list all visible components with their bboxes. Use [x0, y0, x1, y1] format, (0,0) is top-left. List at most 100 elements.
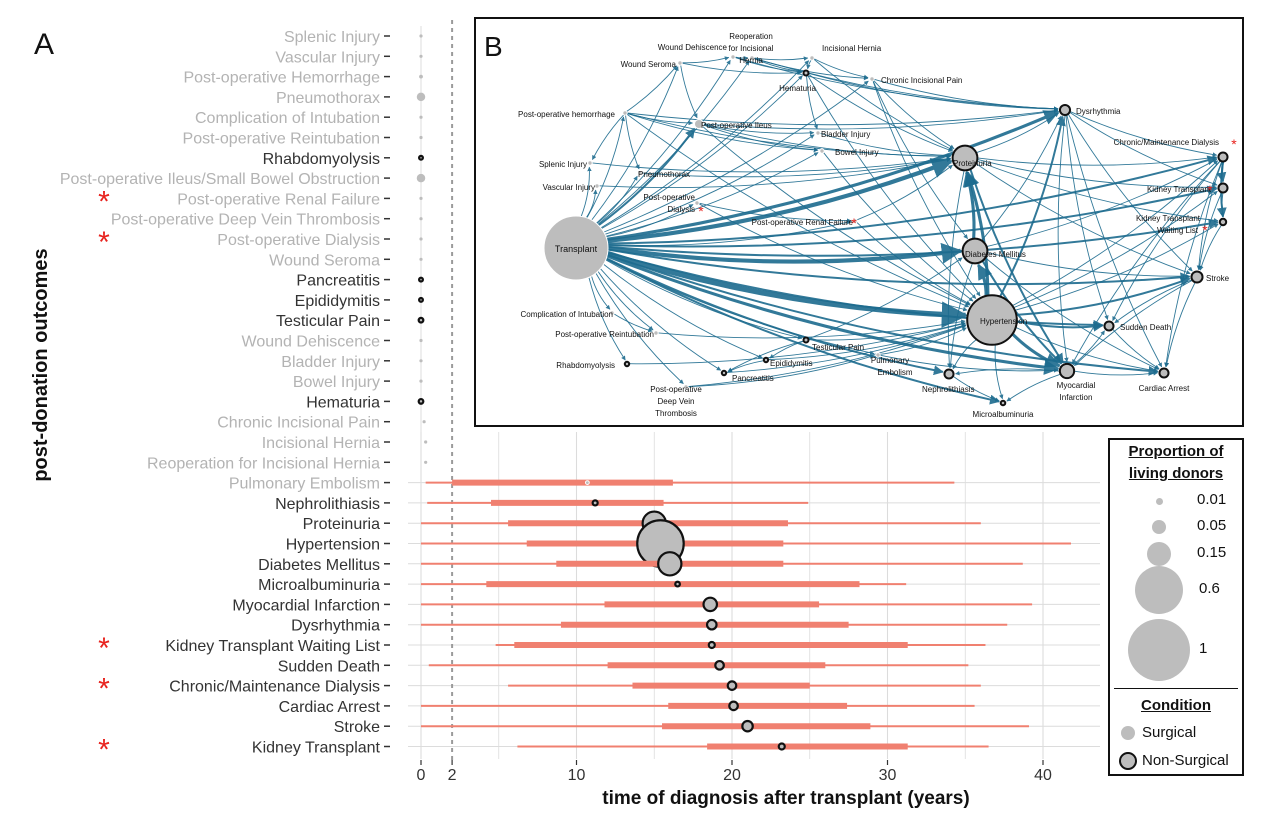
outcome-row: Post-operative Hemorrhage	[183, 70, 423, 87]
legend-size-label: 1	[1199, 640, 1208, 657]
network-node-label: Chronic Incisional Pain	[881, 76, 962, 85]
network-edge	[597, 271, 654, 331]
network-edge	[1220, 192, 1225, 218]
network-node-label: Pancreatitis	[732, 374, 774, 383]
network-node-label: Waiting List	[1157, 226, 1199, 235]
panel-a-letter: A	[34, 28, 55, 61]
network-edge	[626, 113, 970, 308]
network-edge	[806, 75, 818, 130]
asterisk-marker: *	[98, 185, 110, 218]
network-node	[749, 55, 755, 61]
network-edge	[605, 259, 803, 340]
network-edge	[769, 340, 804, 359]
network-edge	[703, 123, 815, 136]
outcome-label: Bowel Injury	[293, 374, 380, 391]
network-edge	[977, 158, 1217, 190]
outcome-row: Nephrolithiasis	[275, 496, 809, 513]
outcome-label: Incisional Hernia	[262, 435, 380, 452]
network-node-label: Rhabdomyolysis	[556, 361, 615, 370]
outcome-label: Pulmonary Embolism	[229, 476, 380, 493]
network-edge	[976, 112, 1060, 154]
network-edge	[753, 58, 803, 74]
network-edge	[604, 134, 815, 235]
network-edge	[605, 152, 819, 237]
network-edge	[1067, 113, 1193, 272]
network-edge	[688, 324, 967, 387]
network-asterisk: *	[698, 203, 704, 219]
network-edge	[947, 170, 965, 368]
network-node	[622, 110, 628, 116]
network-edge	[975, 163, 1191, 275]
network-node	[637, 170, 643, 176]
outcome-label: Sudden Death	[278, 658, 380, 675]
outcome-row: Microalbuminuria	[258, 577, 907, 594]
network-node-label: Pneumothorax	[638, 170, 690, 179]
outcome-label: Bladder Injury	[281, 354, 380, 371]
network-edge	[962, 170, 978, 239]
legend-separator	[1114, 688, 1238, 689]
network-node	[999, 399, 1007, 407]
outcome-label: Nephrolithiasis	[275, 496, 380, 513]
outcome-label: Vascular Injury	[275, 49, 380, 66]
outcome-label: Kidney Transplant Waiting List	[165, 638, 380, 655]
outcome-point	[419, 217, 423, 221]
outcome-point	[419, 257, 423, 261]
network-edge	[754, 56, 809, 61]
network-node-label: Proteinuria	[953, 159, 992, 168]
network-edge	[807, 74, 977, 299]
outcome-row: Testicular Pain	[276, 313, 425, 330]
x-tick-label: 20	[723, 767, 741, 784]
outcome-label: Wound Seroma	[269, 252, 380, 269]
network-node	[1218, 217, 1228, 227]
network-edge	[592, 156, 952, 173]
network-edge	[607, 220, 852, 247]
network-node	[1190, 270, 1204, 284]
legend-size-title-line2: living donors	[1128, 465, 1224, 482]
outcome-point	[728, 700, 739, 712]
network-edge	[1066, 114, 1163, 368]
outcome-point	[674, 580, 681, 588]
outcome-point	[418, 154, 424, 161]
network-node	[951, 144, 979, 172]
network-node	[809, 55, 815, 61]
outcome-point	[418, 296, 424, 303]
network-node-label: Post-operative Renal Failure	[752, 218, 854, 227]
network-node-label: Microalbuminuria	[973, 410, 1034, 419]
network-node	[1217, 182, 1229, 194]
network-edge	[606, 110, 1060, 241]
outcome-row: Chronic/Maintenance Dialysis *	[98, 673, 981, 706]
network-edge	[703, 124, 819, 152]
network-edge	[880, 327, 967, 355]
outcome-row: Post-operative Renal Failure *	[98, 185, 423, 218]
network-node	[762, 356, 770, 364]
network-edge	[856, 221, 971, 305]
outcome-label: Dysrhythmia	[291, 618, 380, 635]
network-asterisk: *	[1231, 136, 1237, 152]
network-edge	[1012, 160, 1218, 307]
network-edge	[642, 157, 952, 178]
network-edge	[586, 116, 626, 219]
outcome-point	[657, 551, 683, 577]
network-edge	[596, 59, 731, 224]
legend-non-surgical-swatch	[1119, 752, 1137, 770]
outcome-point	[741, 719, 754, 733]
outcome-point	[705, 618, 718, 631]
outcome-point	[707, 640, 716, 650]
network-node-label: Hernia	[739, 56, 763, 65]
network-node	[693, 118, 705, 130]
network-node-label: Testicular Pain	[812, 343, 864, 352]
network-edge	[585, 189, 598, 218]
outcome-label: Stroke	[334, 719, 380, 736]
legend-size-swatch	[1128, 619, 1190, 681]
legend-non-surgical-label: Non-Surgical	[1142, 752, 1229, 769]
x-axis: 0 2 10 20 30 40 time of diagnosis after transp…	[417, 760, 1052, 809]
outcome-label: Rhabdomyolysis	[263, 151, 380, 168]
network-node-label: Bowel Injury	[835, 148, 879, 157]
network-node-label: Pulmonary	[871, 356, 909, 365]
asterisk-marker: *	[98, 632, 110, 665]
network-edge	[607, 218, 1219, 257]
network-edge	[600, 268, 722, 371]
network-node	[683, 384, 689, 390]
network-edge	[606, 253, 1159, 376]
